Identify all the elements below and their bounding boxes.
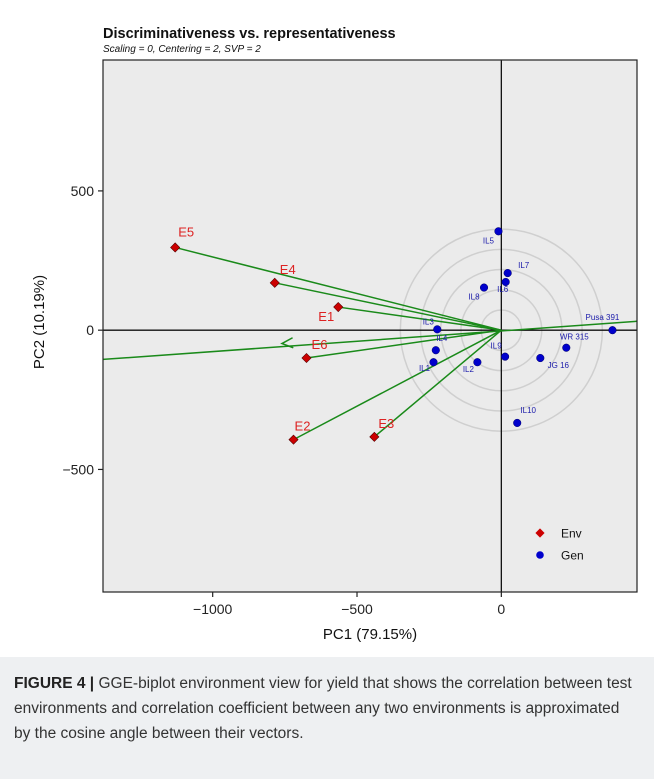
gen-label: IL7 — [518, 261, 530, 270]
gen-point-pusa-391 — [608, 326, 617, 335]
gen-label: WR 315 — [560, 333, 589, 342]
gen-point-il2 — [473, 358, 482, 367]
env-point-e6 — [301, 353, 312, 364]
env-label: E4 — [280, 262, 296, 277]
gen-label: IL8 — [468, 293, 480, 302]
gen-label: IL10 — [520, 406, 536, 415]
env-point-e4 — [269, 277, 280, 288]
env-vector-e6 — [306, 329, 502, 359]
legend-label-gen: Gen — [561, 549, 584, 563]
env-vector-e4 — [274, 282, 502, 331]
gen-point-jg-16 — [536, 353, 545, 363]
y-axis-label: PC2 (10.19%) — [31, 275, 48, 369]
figure-caption: FIGURE 4 | GGE-biplot environment view f… — [0, 657, 654, 779]
gen-point-il3 — [433, 325, 442, 334]
env-label: E2 — [295, 419, 311, 434]
gen-label: IL3 — [423, 317, 435, 326]
gen-point-il5 — [494, 227, 503, 236]
env-point-e3 — [369, 431, 380, 442]
x-axis-label: PC1 (79.15%) — [323, 626, 417, 643]
x-tick-label: −500 — [341, 601, 373, 617]
caption-label: FIGURE 4 | — [14, 675, 95, 692]
gen-point-il1 — [429, 358, 438, 367]
legend-label-env: Env — [561, 527, 582, 541]
gen-point-il7 — [503, 269, 512, 278]
env-vector-e2 — [293, 329, 502, 441]
gen-point-il9 — [501, 352, 510, 361]
env-vector-e5 — [174, 246, 502, 331]
average-environment-arrow — [280, 337, 294, 349]
env-point-e1 — [333, 302, 344, 313]
env-point-e2 — [288, 434, 299, 445]
env-label: E1 — [318, 309, 334, 324]
env-vector-e3 — [373, 329, 502, 438]
chart-subtitle: Scaling = 0, Centering = 2, SVP = 2 — [103, 44, 261, 55]
average-environment-axis — [103, 320, 637, 361]
gen-label: IL9 — [491, 342, 503, 351]
gge-biplot: Discriminativeness vs. representativenes… — [31, 26, 638, 643]
plot-panel — [103, 60, 637, 592]
x-tick-label: 0 — [497, 601, 505, 617]
y-tick-label: 500 — [71, 183, 95, 199]
plot-border — [102, 59, 638, 593]
chart-title: Discriminativeness vs. representativenes… — [103, 26, 396, 42]
gen-point-il4 — [431, 346, 440, 355]
gen-label: IL5 — [483, 236, 495, 245]
env-vector-e1 — [338, 306, 502, 331]
y-tick-label: 0 — [86, 322, 94, 338]
legend-marker-gen — [536, 551, 544, 559]
gen-label: IL6 — [497, 285, 509, 294]
caption-text: GGE-biplot environment view for yield th… — [14, 675, 632, 742]
gen-point-wr-315 — [562, 343, 571, 352]
env-label: E5 — [178, 224, 194, 239]
y-tick-label: −500 — [62, 461, 94, 477]
x-tick-label: −1000 — [193, 601, 233, 617]
gen-point-il6 — [501, 277, 510, 287]
gen-label: IL4 — [436, 334, 448, 343]
gen-label: IL1 — [419, 364, 431, 373]
gen-label: JG 16 — [548, 361, 570, 370]
gen-label: IL2 — [463, 365, 475, 374]
gen-label: Pusa 391 — [586, 313, 620, 322]
gen-point-il8 — [479, 283, 489, 292]
env-label: E6 — [312, 337, 328, 352]
gen-point-il10 — [513, 418, 522, 427]
env-point-e5 — [170, 242, 181, 253]
legend-marker-env — [535, 528, 545, 538]
env-label: E3 — [378, 416, 394, 431]
